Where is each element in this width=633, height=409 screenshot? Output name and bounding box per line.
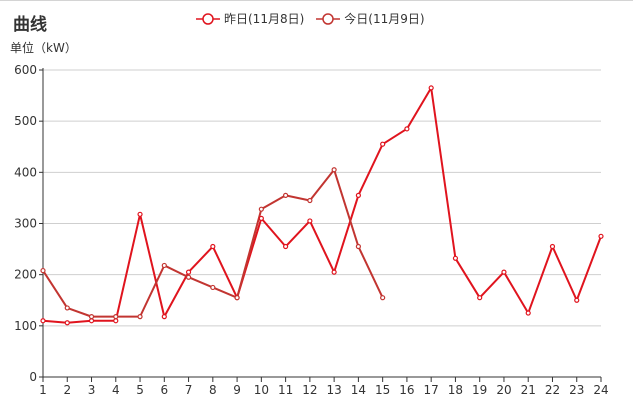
data-point-today[interactable]: [137, 314, 143, 320]
legend-line-marker-icon: [316, 12, 341, 25]
x-tick-label: 7: [185, 383, 193, 397]
data-point-yesterday[interactable]: [574, 297, 580, 303]
x-tick-label: 10: [254, 383, 269, 397]
data-point-yesterday[interactable]: [307, 218, 313, 224]
data-point-yesterday[interactable]: [477, 295, 483, 301]
data-point-today[interactable]: [307, 197, 313, 204]
data-point-yesterday[interactable]: [404, 126, 410, 132]
data-point-yesterday[interactable]: [258, 215, 264, 221]
x-tick-label: 24: [593, 383, 608, 397]
data-point-today[interactable]: [185, 274, 192, 280]
x-tick-label: 5: [136, 383, 144, 397]
data-point-yesterday[interactable]: [161, 314, 167, 320]
data-point-yesterday[interactable]: [137, 211, 143, 217]
legend-item-yesterday[interactable]: 昨日(11月8日): [196, 10, 304, 27]
legend-label-yesterday: 昨日(11月8日): [224, 12, 305, 26]
series-line-yesterday: [42, 86, 602, 324]
x-tick-label: 3: [88, 383, 96, 397]
y-tick-label: 300: [14, 217, 37, 231]
data-point-yesterday[interactable]: [113, 318, 119, 324]
x-tick-label: 13: [326, 383, 341, 397]
data-point-yesterday[interactable]: [452, 255, 459, 261]
x-tick-label: 9: [233, 383, 241, 397]
data-point-yesterday[interactable]: [355, 192, 361, 198]
data-point-yesterday[interactable]: [185, 269, 192, 275]
y-axis-label: 单位（kW）: [10, 41, 77, 55]
data-point-yesterday[interactable]: [40, 318, 46, 324]
y-tick-label: 500: [14, 114, 37, 128]
x-tick-label: 15: [375, 383, 390, 397]
data-point-yesterday[interactable]: [64, 320, 70, 326]
data-point-yesterday[interactable]: [331, 269, 337, 275]
data-point-yesterday[interactable]: [598, 233, 604, 239]
y-tick-label: 100: [14, 319, 37, 333]
x-tick-label: 11: [278, 383, 293, 397]
data-point-today[interactable]: [161, 262, 167, 269]
x-tick-label: 18: [448, 383, 463, 397]
data-point-today[interactable]: [258, 206, 264, 212]
y-tick-label: 0: [29, 370, 37, 384]
x-tick-label: 20: [496, 383, 511, 397]
data-point-today[interactable]: [283, 192, 289, 198]
legend: 昨日(11月8日) 今日(11月9日): [196, 10, 425, 27]
data-point-today[interactable]: [40, 267, 46, 274]
x-tick-label: 21: [521, 383, 536, 397]
data-point-yesterday[interactable]: [428, 85, 434, 91]
legend-label-today: 今日(11月9日): [344, 12, 425, 26]
y-tick-label: 200: [14, 268, 37, 282]
x-tick-label: 8: [209, 383, 217, 397]
x-tick-label: 4: [112, 383, 120, 397]
x-tick-label: 6: [160, 383, 168, 397]
y-tick-label: 400: [14, 165, 37, 179]
data-point-yesterday[interactable]: [549, 243, 556, 250]
y-tick-label: 600: [14, 63, 37, 77]
x-tick-label: 1: [39, 383, 47, 397]
x-tick-label: 12: [302, 383, 317, 397]
top-divider: [0, 0, 633, 1]
data-point-today[interactable]: [210, 284, 216, 291]
chart-title: 曲线: [13, 15, 47, 35]
data-point-today[interactable]: [355, 243, 361, 250]
data-point-today[interactable]: [113, 314, 119, 320]
x-tick-label: 17: [424, 383, 439, 397]
x-tick-label: 14: [351, 383, 366, 397]
data-point-today[interactable]: [88, 314, 95, 320]
data-point-yesterday[interactable]: [88, 318, 95, 324]
data-point-today[interactable]: [380, 295, 386, 301]
data-point-yesterday[interactable]: [501, 269, 507, 275]
x-tick-label: 2: [63, 383, 71, 397]
legend-item-today[interactable]: 今日(11月9日): [316, 10, 425, 27]
x-tick-label: 19: [472, 383, 487, 397]
data-point-today[interactable]: [64, 305, 70, 311]
data-point-yesterday[interactable]: [210, 243, 216, 250]
data-point-yesterday[interactable]: [380, 141, 386, 147]
x-tick-label: 16: [399, 383, 414, 397]
x-tick-label: 22: [545, 383, 560, 397]
data-point-yesterday[interactable]: [283, 243, 289, 250]
data-point-today[interactable]: [234, 295, 240, 301]
data-point-yesterday[interactable]: [525, 310, 531, 316]
legend-line-marker-icon: [196, 12, 220, 25]
series-line-today: [42, 168, 384, 318]
data-point-today[interactable]: [331, 167, 337, 173]
x-tick-label: 23: [569, 383, 584, 397]
